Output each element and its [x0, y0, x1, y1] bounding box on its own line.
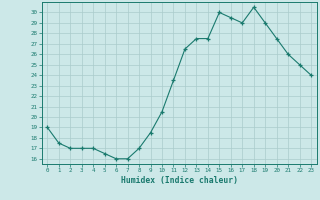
X-axis label: Humidex (Indice chaleur): Humidex (Indice chaleur): [121, 176, 238, 185]
